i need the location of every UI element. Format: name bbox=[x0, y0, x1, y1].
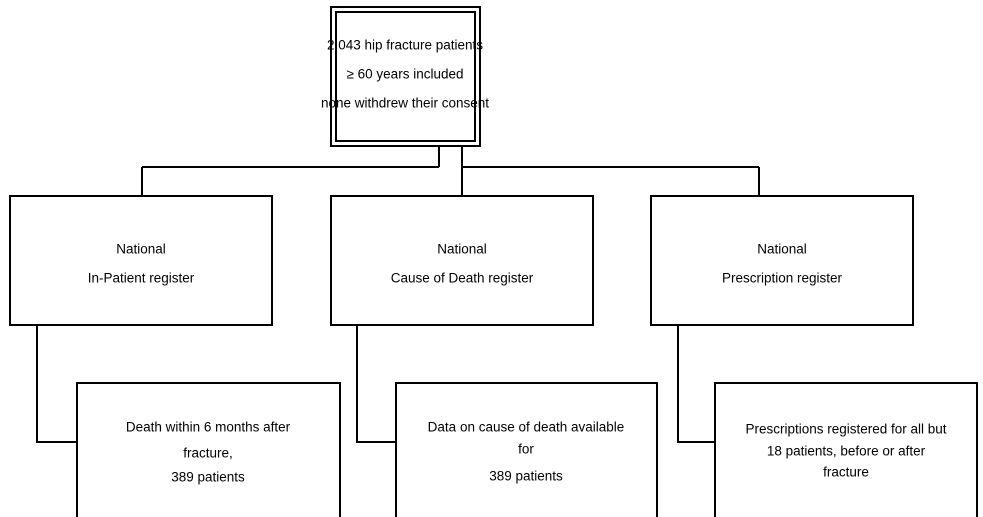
node-text: Death within 6 months after bbox=[126, 420, 291, 435]
node-text: National bbox=[437, 242, 487, 257]
node-text: Cause of Death register bbox=[391, 271, 534, 286]
node-text: none withdrew their consent bbox=[321, 96, 489, 111]
node-text: 18 patients, before or after bbox=[767, 444, 926, 459]
connector bbox=[677, 325, 715, 443]
node-text: Prescriptions registered for all but bbox=[745, 422, 946, 437]
register-box bbox=[650, 195, 914, 326]
node-text: fracture, bbox=[183, 446, 233, 461]
node-text: National bbox=[757, 242, 807, 257]
node-text: for bbox=[518, 442, 534, 457]
node-text: Data on cause of death available bbox=[428, 420, 625, 435]
register-box bbox=[9, 195, 273, 326]
register-box bbox=[330, 195, 594, 326]
node-text: National bbox=[116, 242, 166, 257]
node-text: 2,043 hip fracture patients bbox=[327, 38, 483, 53]
node-text: Prescription register bbox=[722, 271, 843, 286]
node-text: 389 patients bbox=[171, 470, 245, 485]
top-box-inner bbox=[335, 11, 476, 142]
node-text: In-Patient register bbox=[88, 271, 195, 286]
connector bbox=[356, 325, 396, 443]
node-text: 389 patients bbox=[489, 469, 563, 484]
result-box bbox=[395, 382, 658, 517]
node-text: ≥ 60 years included bbox=[347, 67, 464, 82]
connector bbox=[36, 325, 77, 443]
result-box bbox=[76, 382, 341, 517]
node-text: fracture bbox=[823, 465, 869, 480]
result-box bbox=[714, 382, 978, 517]
